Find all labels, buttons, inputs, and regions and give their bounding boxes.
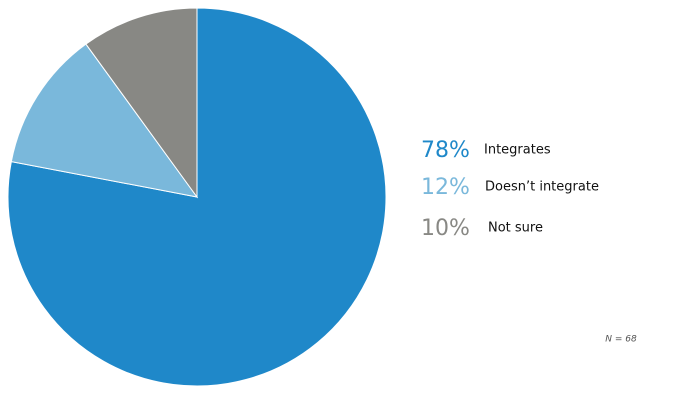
legend-percent: 78% [421,138,470,163]
legend-percent: 12% [421,175,470,200]
legend-label: Doesn’t integrate [485,180,599,195]
pie-slice [85,7,198,199]
legend-percent: 10% [421,216,470,241]
legend-label: Integrates [484,143,551,158]
pie-slice [10,43,199,198]
sample-note: N = 68 [605,335,637,345]
legend-label: Not sure [488,221,543,236]
